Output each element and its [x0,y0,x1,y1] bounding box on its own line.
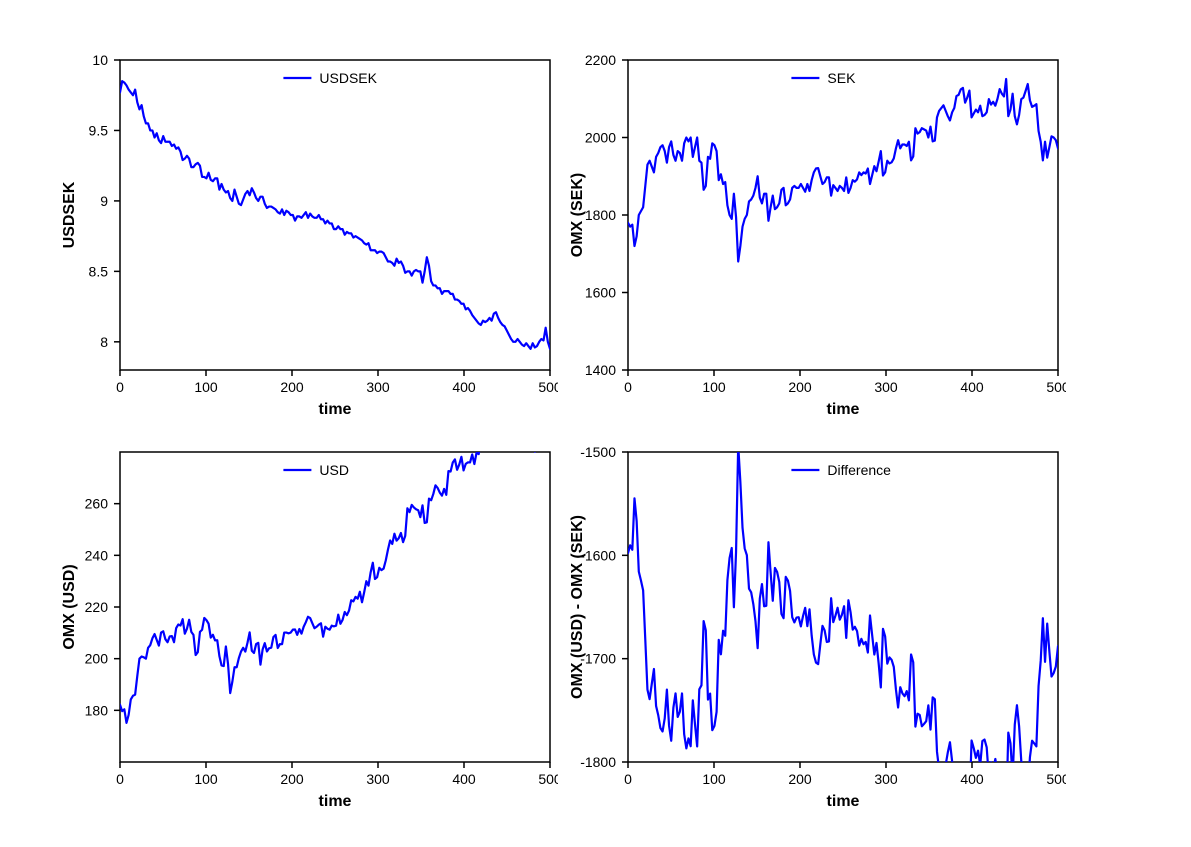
svg-text:100: 100 [702,771,726,787]
svg-text:2000: 2000 [585,130,616,146]
svg-text:240: 240 [85,547,109,563]
svg-text:500: 500 [538,379,558,395]
svg-text:10: 10 [92,54,108,68]
figure: 010020030040050088.599.510timeUSDSEKUSDS… [0,0,1191,847]
svg-text:180: 180 [85,702,109,718]
svg-text:0: 0 [116,379,124,395]
svg-text:400: 400 [960,771,984,787]
svg-text:time: time [827,401,860,418]
svg-text:300: 300 [874,771,898,787]
svg-text:time: time [319,401,352,418]
chart-difference: 0100200300400500-1800-1700-1600-1500time… [566,446,1066,818]
svg-text:OMX (USD): OMX (USD) [61,564,78,649]
svg-text:8.5: 8.5 [89,263,109,279]
svg-text:500: 500 [1046,379,1066,395]
svg-text:USDSEK: USDSEK [319,70,377,86]
svg-text:200: 200 [85,651,109,667]
chart-usdsek: 0 100 200 300 400 500 8 8.5 9 9.5 10 time USDSEK USDS… [58,54,558,426]
svg-text:400: 400 [452,771,476,787]
svg-text:300: 300 [366,379,390,395]
svg-text:100: 100 [194,771,218,787]
svg-text:USD: USD [319,462,349,478]
chart-omx-sek: 0 100 200 300 400 500 1400 1600 1800 2000 2200 time… [566,54,1066,426]
svg-text:9: 9 [100,193,108,209]
svg-text:0: 0 [624,771,632,787]
svg-text:220: 220 [85,599,109,615]
svg-text:300: 300 [874,379,898,395]
legend: SEK [791,70,856,86]
legend: Difference [791,462,891,478]
svg-text:OMX (USD) - OMX (SEK): OMX (USD) - OMX (SEK) [569,515,586,699]
svg-text:USDSEK: USDSEK [61,181,78,248]
svg-text:8: 8 [100,334,108,350]
svg-text:500: 500 [1046,771,1066,787]
svg-text:100: 100 [194,379,218,395]
legend: USD [283,462,349,478]
svg-text:Difference: Difference [827,462,891,478]
svg-text:SEK: SEK [827,70,856,86]
svg-text:-1800: -1800 [580,754,616,770]
svg-text:200: 200 [280,379,304,395]
svg-text:300: 300 [366,771,390,787]
svg-text:200: 200 [280,771,304,787]
svg-text:2200: 2200 [585,54,616,68]
svg-text:time: time [319,793,352,810]
svg-text:1800: 1800 [585,207,616,223]
svg-text:200: 200 [788,771,812,787]
svg-text:9.5: 9.5 [89,122,109,138]
svg-text:0: 0 [624,379,632,395]
svg-text:OMX (SEK): OMX (SEK) [569,173,586,257]
svg-text:-1500: -1500 [580,446,616,460]
svg-text:0: 0 [116,771,124,787]
svg-text:1400: 1400 [585,362,616,378]
svg-text:time: time [827,793,860,810]
svg-text:200: 200 [788,379,812,395]
svg-text:500: 500 [538,771,558,787]
chart-omx-usd: 0 100 200 300 400 500 180 200 220 240 260 time OMX (… [58,446,558,818]
svg-text:260: 260 [85,496,109,512]
svg-text:100: 100 [702,379,726,395]
svg-text:400: 400 [452,379,476,395]
legend: USDSEK [283,70,377,86]
svg-text:400: 400 [960,379,984,395]
svg-text:1600: 1600 [585,285,616,301]
